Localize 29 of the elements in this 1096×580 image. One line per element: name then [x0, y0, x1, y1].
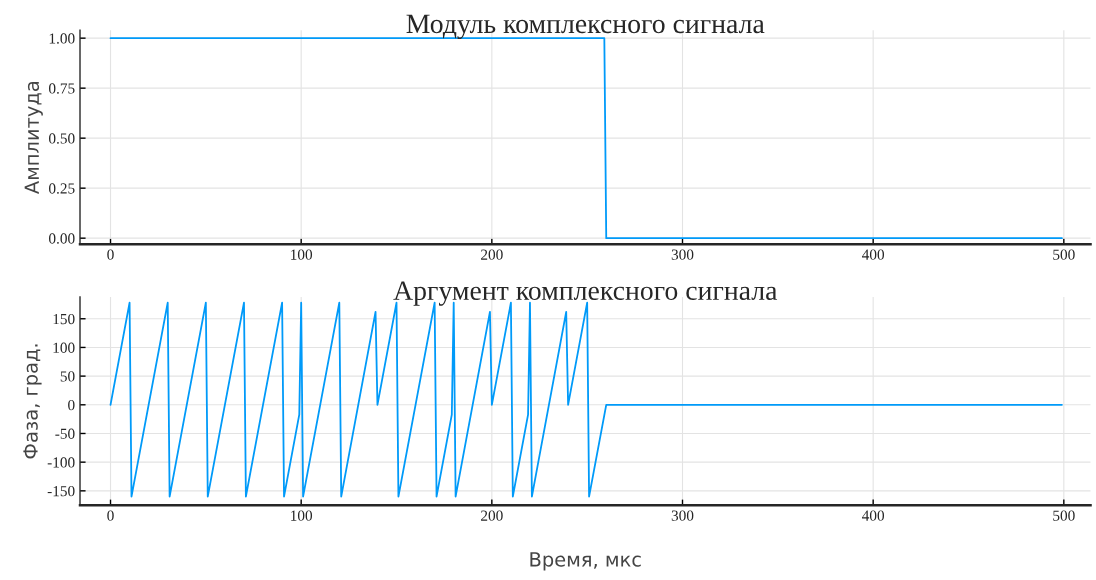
x-tick-label: 500	[1053, 249, 1075, 260]
y-tick-label: 0	[68, 399, 75, 411]
y-axis-title: Фаза, град.	[23, 344, 42, 459]
y-tick-label: -50	[55, 428, 75, 439]
x-tick-label: 0	[107, 510, 114, 521]
chart-title: Модуль комплексного сигнала	[406, 14, 765, 39]
y-tick-label: -100	[47, 457, 75, 468]
x-tick-label: 300	[671, 249, 694, 260]
y-tick-label: 50	[60, 371, 75, 382]
y-tick-label: 0.50	[48, 133, 75, 144]
x-tick-label: 400	[862, 249, 885, 260]
x-tick-label: 200	[481, 510, 503, 521]
x-tick-label: 200	[481, 249, 503, 260]
chart-title: Аргумент комплексного сигнала	[393, 281, 778, 306]
y-tick-label: 0.00	[48, 233, 75, 244]
x-axis-title: Время, мкс	[530, 552, 641, 571]
y-tick-label: 0.25	[48, 183, 75, 194]
x-tick-label: 300	[671, 510, 694, 521]
x-tick-label: 100	[291, 249, 313, 260]
y-tick-label: -150	[47, 485, 75, 497]
y-axis-title: Амплитуда	[24, 81, 43, 194]
x-tick-label: 100	[291, 510, 313, 521]
y-tick-label: 100	[53, 342, 75, 353]
x-tick-label: 500	[1053, 510, 1075, 521]
y-tick-label: 0.75	[48, 83, 75, 94]
y-tick-label: 150	[53, 313, 75, 325]
y-tick-label: 1.00	[49, 33, 75, 44]
x-tick-label: 0	[107, 249, 114, 260]
x-tick-label: 400	[862, 510, 885, 521]
